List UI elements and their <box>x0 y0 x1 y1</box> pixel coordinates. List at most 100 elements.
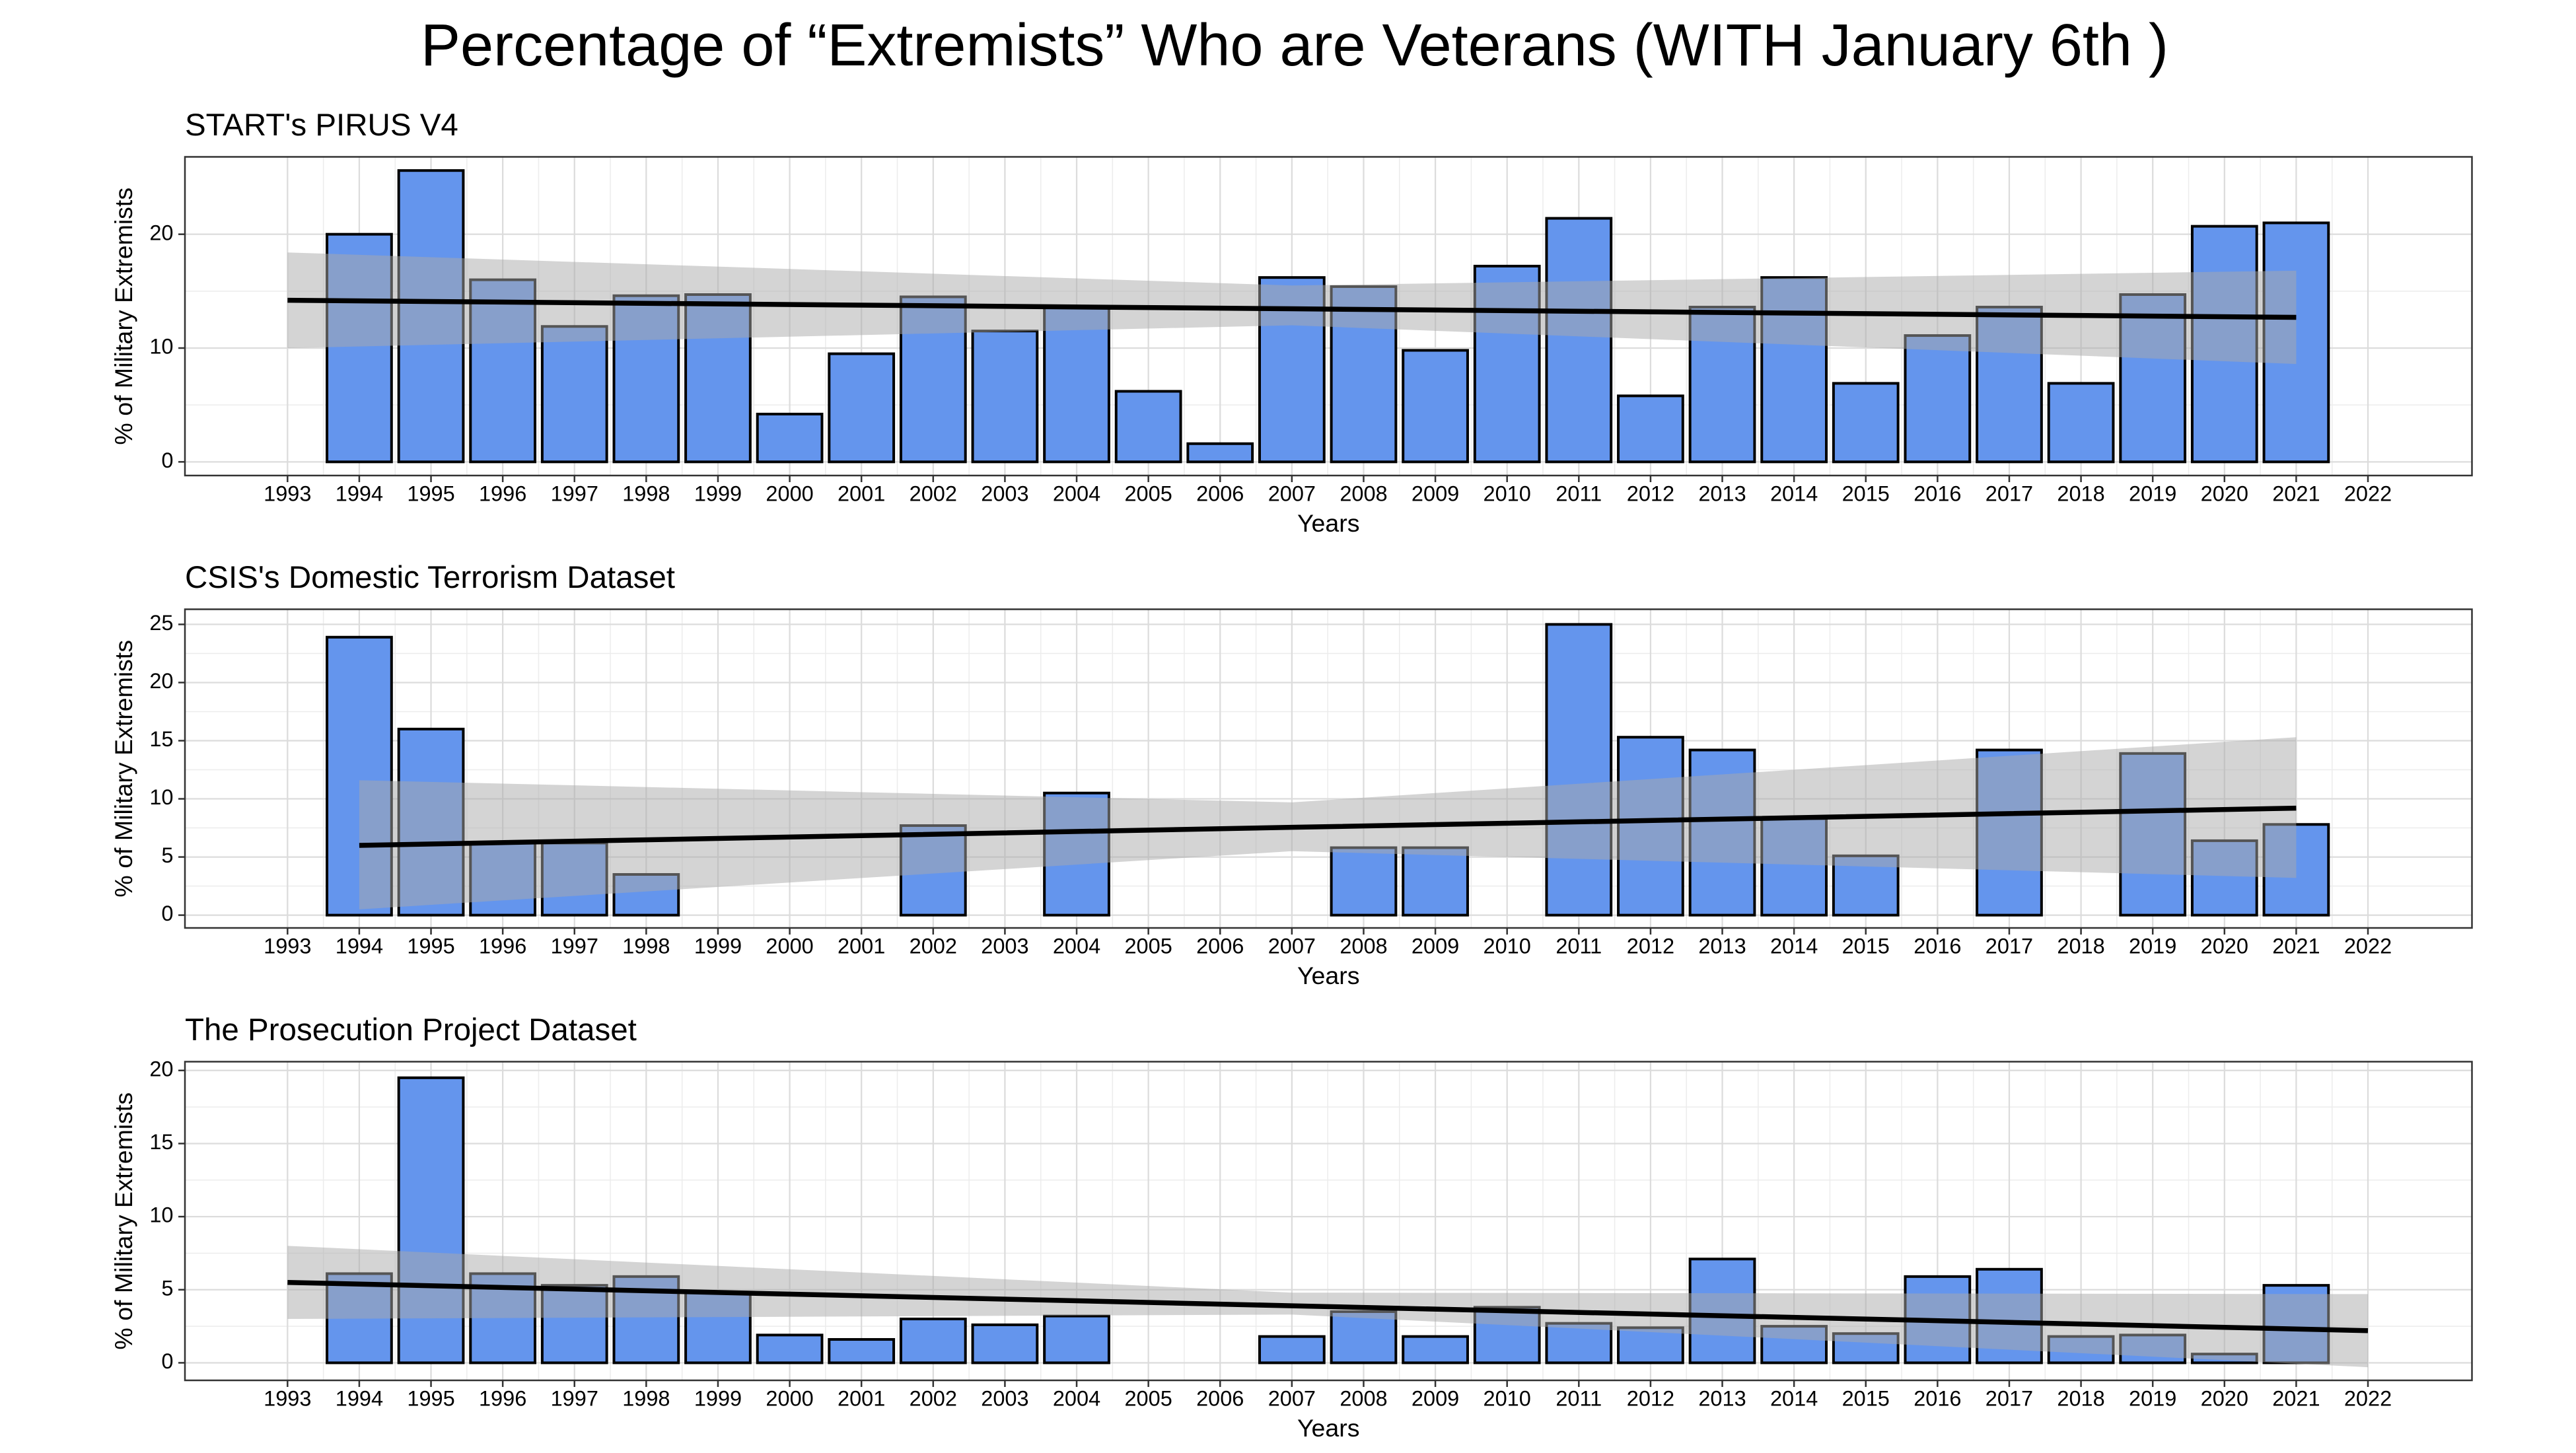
x-tick-label: 1998 <box>622 1387 670 1411</box>
bar <box>1402 349 1469 464</box>
x-tick-label: 2018 <box>2057 935 2104 958</box>
x-tick-label: 2011 <box>1556 1387 1602 1411</box>
bar <box>828 352 896 464</box>
x-tick-label: 1994 <box>336 1387 383 1411</box>
x-tick-label: 2014 <box>1770 482 1818 506</box>
bar <box>1904 334 1972 464</box>
x-tick-label: 2017 <box>1986 482 2033 506</box>
y-tick-label: 10 <box>149 335 173 359</box>
x-tick-label: 2022 <box>2344 935 2392 958</box>
x-tick-label: 1993 <box>264 482 311 506</box>
y-tick-label: 5 <box>161 1276 173 1300</box>
y-tick-label: 20 <box>149 669 173 693</box>
x-tick-label: 1997 <box>551 482 598 506</box>
x-tick-label: 2021 <box>2272 1387 2320 1411</box>
x-tick-label: 1999 <box>694 482 742 506</box>
y-tick-label: 10 <box>149 785 173 809</box>
x-tick-label: 2009 <box>1412 1387 1459 1411</box>
x-tick-label: 1997 <box>551 1387 598 1411</box>
x-axis-label: Years <box>1297 1414 1360 1442</box>
bar <box>1545 623 1613 917</box>
x-tick-label: 2016 <box>1914 482 1961 506</box>
bar <box>1114 390 1182 464</box>
x-tick-label: 1998 <box>622 482 670 506</box>
x-tick-label: 2007 <box>1268 482 1316 506</box>
bar <box>756 412 824 464</box>
x-tick-label: 2007 <box>1268 1387 1316 1411</box>
x-tick-label: 2007 <box>1268 935 1316 958</box>
y-tick-label: 0 <box>161 448 173 472</box>
x-tick-label: 2012 <box>1627 482 1674 506</box>
panel-border <box>184 1061 2473 1382</box>
x-tick-label: 2001 <box>838 482 885 506</box>
x-tick-label: 1998 <box>622 935 670 958</box>
x-tick-label: 1999 <box>694 1387 742 1411</box>
x-tick-label: 2001 <box>838 935 885 958</box>
x-tick-label: 2008 <box>1340 935 1387 958</box>
x-axis-label: Years <box>1297 509 1360 537</box>
y-tick-label: 5 <box>161 843 173 867</box>
x-tick-label: 2004 <box>1053 935 1100 958</box>
bar <box>1330 1310 1398 1364</box>
confidence-band <box>359 737 2297 909</box>
x-tick-label: 2017 <box>1986 935 2033 958</box>
x-tick-label: 2000 <box>766 482 813 506</box>
chart-title: Percentage of “Extremists” Who are Veter… <box>421 13 2168 79</box>
x-tick-label: 2014 <box>1770 935 1818 958</box>
y-tick-label: 20 <box>149 221 173 244</box>
x-tick-label: 2006 <box>1196 482 1244 506</box>
x-tick-label: 2004 <box>1053 1387 1100 1411</box>
x-tick-label: 2018 <box>2057 482 2104 506</box>
y-tick-label: 15 <box>149 727 173 751</box>
x-tick-label: 2002 <box>910 1387 957 1411</box>
x-tick-label: 2005 <box>1124 1387 1172 1411</box>
bar <box>1545 217 1613 464</box>
x-tick-label: 2016 <box>1914 1387 1961 1411</box>
x-tick-label: 2004 <box>1053 482 1100 506</box>
bar <box>1186 442 1254 464</box>
trend-line <box>359 805 2297 848</box>
y-tick-label: 0 <box>161 1349 173 1373</box>
x-tick-label: 2021 <box>2272 482 2320 506</box>
x-tick-label: 2010 <box>1484 935 1531 958</box>
x-tick-label: 1999 <box>694 935 742 958</box>
x-tick-label: 1995 <box>407 935 454 958</box>
x-tick-label: 2014 <box>1770 1387 1818 1411</box>
x-tick-label: 1993 <box>264 935 311 958</box>
x-tick-label: 2013 <box>1698 482 1746 506</box>
bar <box>1330 846 1398 917</box>
x-tick-label: 1996 <box>479 1387 526 1411</box>
x-tick-label: 1994 <box>336 935 383 958</box>
trend-line <box>287 1279 2369 1333</box>
x-tick-label: 2011 <box>1556 935 1602 958</box>
y-axis-label: % of Military Extremists <box>110 640 137 898</box>
x-tick-label: 2011 <box>1556 482 1602 506</box>
bar <box>1832 382 1900 464</box>
x-tick-label: 1994 <box>336 482 383 506</box>
panel-border <box>184 156 2473 477</box>
bar <box>828 1338 896 1364</box>
x-tick-label: 2010 <box>1484 482 1531 506</box>
x-tick-label: 2019 <box>2129 482 2176 506</box>
bar <box>1043 1314 1110 1364</box>
bar <box>1617 1326 1684 1364</box>
y-axis-label: % of Military Extremists <box>110 1092 137 1350</box>
y-tick-label: 0 <box>161 902 173 925</box>
bar <box>971 330 1039 464</box>
x-tick-label: 2022 <box>2344 482 2392 506</box>
x-tick-label: 2020 <box>2201 482 2248 506</box>
x-tick-label: 1995 <box>407 482 454 506</box>
x-tick-label: 2006 <box>1196 1387 1244 1411</box>
bar <box>397 1076 465 1364</box>
x-tick-label: 2012 <box>1627 935 1674 958</box>
bar <box>2047 382 2115 464</box>
x-tick-label: 1996 <box>479 935 526 958</box>
x-tick-label: 2012 <box>1627 1387 1674 1411</box>
panel-title: The Prosecution Project Dataset <box>185 1012 637 1047</box>
y-tick-label: 20 <box>149 1057 173 1081</box>
bar <box>756 1333 824 1364</box>
x-tick-label: 2021 <box>2272 935 2320 958</box>
x-tick-label: 2010 <box>1484 1387 1531 1411</box>
x-tick-label: 2003 <box>981 935 1028 958</box>
